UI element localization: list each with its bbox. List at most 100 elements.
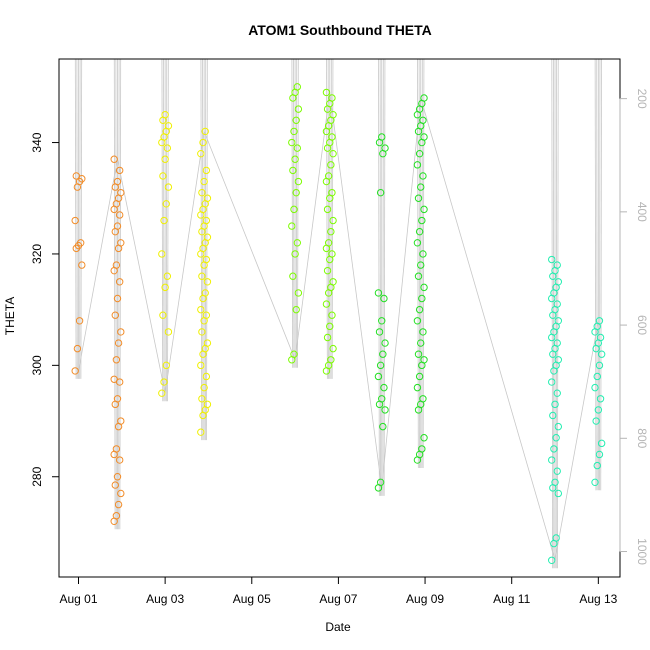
profile-trace [600,58,602,491]
data-point [117,239,125,247]
data-point [75,317,84,325]
data-point [113,177,122,186]
data-point [596,333,605,342]
data-point [293,83,301,91]
data-point [161,110,169,119]
data-point [289,272,297,280]
profile-trace [74,58,77,379]
data-point [159,172,167,180]
data-point [112,512,121,520]
data-point [294,289,303,297]
data-point [597,439,606,448]
x-tick-label: Aug 01 [59,592,97,606]
y-axis-label: THETA [3,297,17,335]
data-points [71,83,606,564]
data-point [289,166,297,175]
data-point [548,556,556,564]
data-point [553,339,561,347]
data-point [554,356,563,364]
data-point [595,361,604,370]
data-point [415,372,424,381]
data-point [292,116,300,124]
data-point [161,283,169,292]
data-point [551,400,559,409]
data-point [549,411,557,420]
data-point [329,216,337,225]
right-tick-label: 200 [635,89,649,109]
data-point [112,356,121,364]
data-point [591,383,599,392]
x-tick-label: Aug 13 [579,592,617,606]
data-point [114,339,123,347]
data-point [202,166,211,175]
x-tick-label: Aug 11 [493,592,530,606]
data-point [376,478,385,487]
data-point [288,222,296,230]
right-tick-label: 400 [635,202,649,222]
data-point [112,261,121,269]
data-point [326,322,334,331]
data-point [72,172,80,180]
data-point [329,278,337,286]
data-point [413,239,422,247]
data-point [161,155,169,163]
data-point [158,389,166,397]
data-point [202,255,211,264]
data-point [162,200,170,208]
data-point [419,116,427,124]
profile-trace [113,58,116,530]
data-point [164,183,173,191]
data-point [202,311,211,319]
data-point [202,216,211,225]
data-point [322,88,331,97]
data-point [163,144,172,152]
data-point [201,289,209,297]
y-axis: 280 300 320 340 [30,132,60,487]
data-point [292,188,300,197]
data-point [374,372,383,381]
data-point [322,300,331,308]
data-point [76,239,85,247]
data-point [554,422,563,431]
data-point [553,389,561,397]
data-point [378,133,386,141]
data-point [164,328,173,336]
data-point [327,161,335,169]
x-tick-label: Aug 05 [233,592,271,606]
data-point [327,356,335,364]
data-point [374,289,383,297]
profile-trace [297,58,299,368]
data-point [380,383,388,392]
data-point [198,272,206,280]
data-point [329,344,337,353]
data-point [158,250,166,258]
data-point [198,188,206,197]
data-point [203,278,212,286]
profile-trace [200,58,203,441]
profile-trace [119,58,122,530]
data-point [71,367,79,375]
plot-frame [58,58,621,578]
profile-trace [383,58,386,496]
data-point [591,478,599,487]
data-point [113,395,122,403]
profile-trace [161,58,164,402]
data-point [414,350,423,358]
data-point [381,144,389,152]
data-point [197,428,205,436]
data-point [328,94,336,102]
data-point [111,481,119,489]
data-point [115,166,124,175]
right-tick-label: 1000 [635,538,649,565]
data-point [202,372,211,381]
data-point [162,361,170,370]
data-point [548,378,556,386]
data-point [552,534,560,542]
data-point [328,188,336,197]
data-point [327,227,335,236]
data-point [197,149,205,158]
data-point [159,311,167,319]
profile-trace [291,58,294,368]
data-point [419,250,427,258]
data-point [112,445,121,453]
